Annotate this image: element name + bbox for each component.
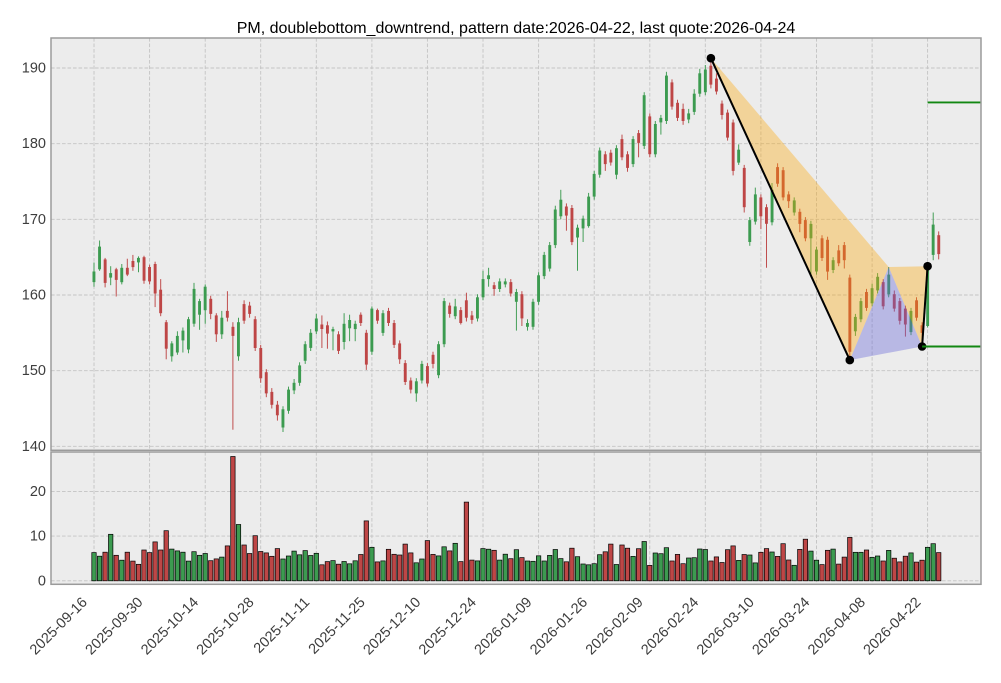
svg-text:180: 180 [22, 136, 46, 152]
svg-text:140: 140 [22, 439, 46, 455]
svg-text:170: 170 [22, 212, 46, 228]
svg-text:0: 0 [38, 573, 46, 589]
svg-text:20: 20 [30, 484, 46, 500]
svg-text:190: 190 [22, 61, 46, 77]
svg-text:150: 150 [22, 363, 46, 379]
svg-text:10: 10 [30, 529, 46, 545]
svg-text:PM, doublebottom_downtrend, pa: PM, doublebottom_downtrend, pattern date… [237, 20, 796, 37]
svg-text:160: 160 [22, 288, 46, 304]
